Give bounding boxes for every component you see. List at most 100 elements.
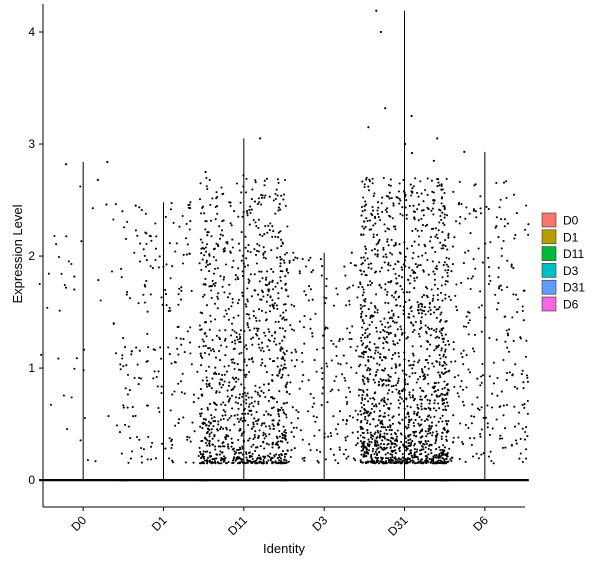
point: [441, 299, 444, 302]
point: [431, 458, 434, 461]
point: [230, 437, 233, 440]
point: [472, 258, 475, 261]
point: [348, 337, 351, 341]
point: [280, 457, 283, 460]
point: [398, 274, 401, 277]
point: [203, 293, 206, 296]
point: [374, 450, 377, 453]
point: [395, 435, 398, 438]
point: [374, 222, 377, 225]
point: [249, 251, 252, 254]
point: [128, 389, 131, 392]
point: [371, 450, 374, 453]
point: [499, 284, 502, 287]
point: [375, 437, 378, 440]
point: [358, 388, 361, 391]
point: [273, 397, 276, 400]
point: [452, 414, 455, 417]
point: [309, 393, 312, 396]
point: [374, 306, 377, 309]
point: [398, 449, 401, 452]
point: [360, 449, 363, 452]
point: [83, 416, 86, 420]
point: [283, 462, 286, 465]
point: [401, 452, 404, 456]
point: [384, 447, 387, 450]
point: [426, 296, 429, 299]
point: [377, 215, 380, 219]
point: [280, 364, 283, 367]
point: [397, 316, 400, 319]
point: [369, 368, 372, 371]
point: [248, 358, 251, 361]
point: [251, 452, 254, 455]
point: [193, 430, 196, 433]
point: [452, 441, 455, 444]
point: [199, 425, 202, 428]
point: [444, 283, 447, 286]
point: [258, 461, 261, 464]
point: [276, 443, 279, 446]
point: [386, 392, 389, 395]
point: [375, 440, 379, 443]
point: [420, 316, 423, 319]
point: [199, 453, 202, 456]
point: [397, 379, 400, 382]
point: [208, 433, 211, 436]
point: [502, 404, 505, 407]
point: [206, 427, 209, 430]
point: [399, 458, 402, 461]
point: [420, 418, 423, 421]
point: [283, 193, 286, 196]
point: [477, 457, 480, 460]
point: [240, 434, 243, 437]
point: [192, 461, 195, 464]
point: [336, 293, 339, 296]
point: [434, 442, 437, 445]
point: [230, 305, 233, 308]
point: [251, 188, 254, 191]
point: [423, 306, 426, 309]
point: [284, 437, 287, 441]
point: [367, 378, 370, 381]
point: [311, 269, 315, 272]
point: [419, 386, 422, 390]
point: [408, 282, 411, 285]
point: [399, 285, 402, 288]
point: [237, 215, 240, 218]
point: [527, 233, 530, 236]
point: [424, 439, 427, 442]
point: [58, 309, 61, 312]
point: [214, 461, 217, 464]
point: [177, 353, 180, 356]
point: [471, 455, 475, 458]
point: [364, 297, 367, 301]
point: [398, 197, 401, 200]
point: [400, 440, 403, 443]
point: [383, 412, 386, 415]
point: [268, 310, 271, 313]
point: [377, 462, 381, 465]
point: [142, 248, 145, 251]
point: [369, 314, 372, 318]
point: [276, 365, 279, 368]
point: [386, 207, 389, 210]
point: [252, 314, 255, 317]
point: [284, 309, 287, 312]
point: [224, 329, 227, 332]
point: [307, 259, 310, 262]
point: [365, 346, 368, 349]
point: [213, 416, 216, 419]
point: [436, 185, 439, 188]
point: [418, 449, 422, 452]
point: [426, 326, 430, 329]
point: [367, 263, 370, 266]
point: [394, 228, 397, 231]
point: [215, 453, 218, 456]
point: [240, 417, 243, 420]
point: [380, 419, 383, 422]
point: [262, 246, 265, 249]
point: [440, 371, 443, 374]
point: [429, 235, 433, 239]
point: [416, 411, 419, 414]
